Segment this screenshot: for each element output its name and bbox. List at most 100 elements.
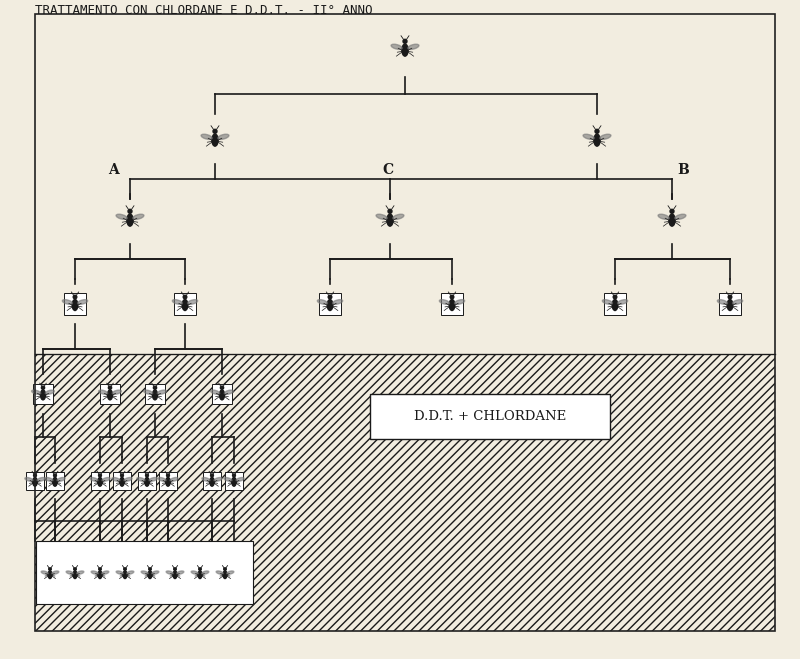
Ellipse shape [170, 478, 178, 481]
Ellipse shape [224, 478, 232, 481]
Bar [719, 293, 741, 315]
Ellipse shape [126, 571, 134, 574]
Ellipse shape [388, 210, 392, 214]
Ellipse shape [124, 568, 126, 570]
Bar [33, 384, 53, 404]
Ellipse shape [78, 300, 88, 304]
Ellipse shape [90, 478, 98, 481]
Ellipse shape [718, 300, 727, 304]
Ellipse shape [210, 390, 220, 394]
Ellipse shape [403, 40, 407, 43]
Ellipse shape [183, 295, 187, 299]
Ellipse shape [62, 300, 73, 304]
Ellipse shape [210, 477, 214, 486]
Bar [203, 473, 221, 490]
Text: C: C [382, 163, 393, 177]
Ellipse shape [602, 300, 613, 304]
Bar [174, 293, 196, 315]
Ellipse shape [158, 390, 166, 394]
Text: B: B [677, 163, 689, 177]
Text: D.D.T. + CHLORDANE: D.D.T. + CHLORDANE [414, 409, 566, 422]
Ellipse shape [25, 478, 33, 481]
Ellipse shape [98, 477, 102, 486]
Ellipse shape [33, 477, 38, 486]
Ellipse shape [98, 474, 102, 477]
Ellipse shape [173, 571, 177, 579]
Ellipse shape [333, 300, 342, 304]
Ellipse shape [614, 295, 617, 299]
Ellipse shape [166, 571, 174, 574]
Ellipse shape [618, 300, 628, 304]
Ellipse shape [201, 134, 212, 140]
Ellipse shape [74, 295, 77, 299]
Ellipse shape [77, 571, 84, 574]
Ellipse shape [112, 478, 120, 481]
Ellipse shape [34, 474, 37, 477]
Ellipse shape [127, 214, 133, 226]
Ellipse shape [152, 571, 159, 574]
Ellipse shape [439, 300, 450, 304]
Ellipse shape [727, 299, 733, 310]
Ellipse shape [54, 474, 57, 477]
Ellipse shape [454, 300, 465, 304]
Ellipse shape [146, 474, 149, 477]
Ellipse shape [226, 571, 234, 574]
Ellipse shape [583, 134, 594, 140]
Ellipse shape [66, 571, 74, 574]
Text: A: A [108, 163, 118, 177]
Ellipse shape [202, 478, 210, 481]
Ellipse shape [45, 478, 53, 481]
Ellipse shape [182, 299, 188, 310]
Ellipse shape [120, 477, 124, 486]
Ellipse shape [166, 477, 170, 486]
Ellipse shape [107, 390, 113, 400]
Ellipse shape [174, 568, 176, 570]
Ellipse shape [202, 571, 209, 574]
Bar [114, 473, 131, 490]
Ellipse shape [212, 134, 218, 146]
Ellipse shape [187, 300, 198, 304]
Ellipse shape [213, 129, 217, 133]
Ellipse shape [328, 295, 332, 299]
Ellipse shape [72, 299, 78, 310]
Bar [370, 394, 610, 439]
Ellipse shape [42, 386, 45, 389]
Ellipse shape [393, 214, 404, 219]
Ellipse shape [123, 571, 127, 579]
Ellipse shape [153, 390, 158, 400]
Ellipse shape [74, 568, 76, 570]
Bar [441, 293, 463, 315]
Ellipse shape [102, 571, 109, 574]
Ellipse shape [149, 478, 157, 481]
Ellipse shape [214, 478, 222, 481]
Ellipse shape [612, 299, 618, 310]
Ellipse shape [116, 571, 123, 574]
Bar [26, 473, 44, 490]
Bar [212, 384, 232, 404]
Ellipse shape [600, 134, 611, 140]
Bar [319, 293, 341, 315]
Bar [100, 384, 120, 404]
Ellipse shape [98, 571, 102, 579]
Bar [64, 293, 86, 315]
Bar [36, 541, 253, 604]
Ellipse shape [49, 568, 51, 570]
Ellipse shape [198, 568, 202, 570]
Ellipse shape [402, 44, 408, 56]
Ellipse shape [108, 386, 112, 389]
Ellipse shape [218, 134, 229, 140]
Ellipse shape [128, 210, 132, 214]
Ellipse shape [145, 477, 150, 486]
Ellipse shape [91, 571, 98, 574]
Ellipse shape [450, 295, 454, 299]
Ellipse shape [141, 571, 148, 574]
Ellipse shape [166, 474, 170, 477]
Ellipse shape [198, 571, 202, 579]
Bar [91, 473, 109, 490]
Ellipse shape [98, 568, 102, 570]
Ellipse shape [116, 214, 127, 219]
Ellipse shape [387, 214, 393, 226]
Ellipse shape [148, 571, 152, 579]
Ellipse shape [53, 477, 58, 486]
Ellipse shape [52, 571, 59, 574]
